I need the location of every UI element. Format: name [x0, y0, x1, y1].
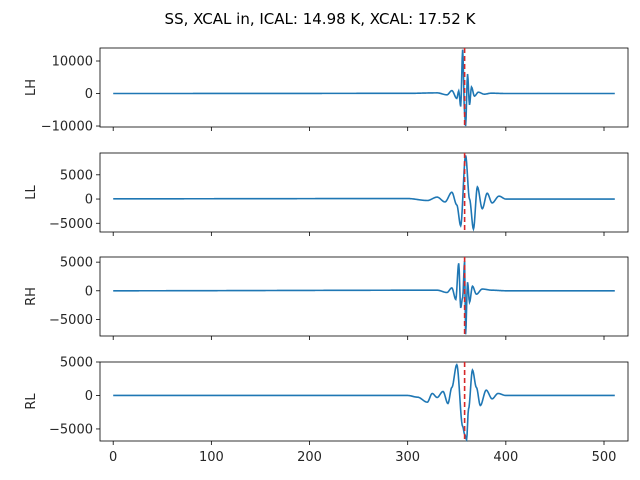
y-tick-label-LL: 5000: [60, 168, 93, 183]
panel-frame-LH: [99, 47, 629, 128]
x-tick-label: 200: [297, 450, 322, 465]
x-tick-label: 100: [199, 450, 224, 465]
y-tick-label-LH: 0: [85, 87, 93, 102]
y-axis-label-RL: RL: [24, 393, 39, 410]
y-tick-label-RL: −5000: [49, 422, 93, 437]
y-tick-label-LL: 0: [85, 193, 93, 208]
series-line-LH: [113, 49, 615, 127]
y-tick-label-LH: 10000: [52, 55, 93, 70]
series-line-RL: [113, 363, 615, 443]
y-axis-label-RH: RH: [24, 287, 39, 306]
x-tick-label: 300: [395, 450, 420, 465]
x-tick-label: 400: [493, 450, 518, 465]
y-axis-label-LH: LH: [24, 79, 39, 96]
panel-frame-RL: [99, 361, 629, 442]
y-tick-label-LL: −5000: [49, 217, 93, 232]
y-tick-label-LH: −10000: [41, 120, 93, 135]
chart-title: SS, XCAL in, ICAL: 14.98 K, XCAL: 17.52 …: [165, 10, 477, 28]
y-axis-label-LL: LL: [24, 185, 39, 200]
x-tick-label: 500: [592, 450, 617, 465]
panel-frame-RH: [99, 256, 629, 337]
panel-frame-LL: [99, 152, 629, 233]
series-line-RH: [113, 260, 615, 335]
series-line-LL: [113, 155, 615, 232]
y-tick-label-RH: 0: [85, 284, 93, 299]
y-tick-label-RL: 5000: [60, 356, 93, 371]
y-tick-label-RH: 5000: [60, 256, 93, 271]
x-tick-label: 0: [109, 450, 117, 465]
y-tick-label-RH: −5000: [49, 313, 93, 328]
y-tick-label-RL: 0: [85, 389, 93, 404]
